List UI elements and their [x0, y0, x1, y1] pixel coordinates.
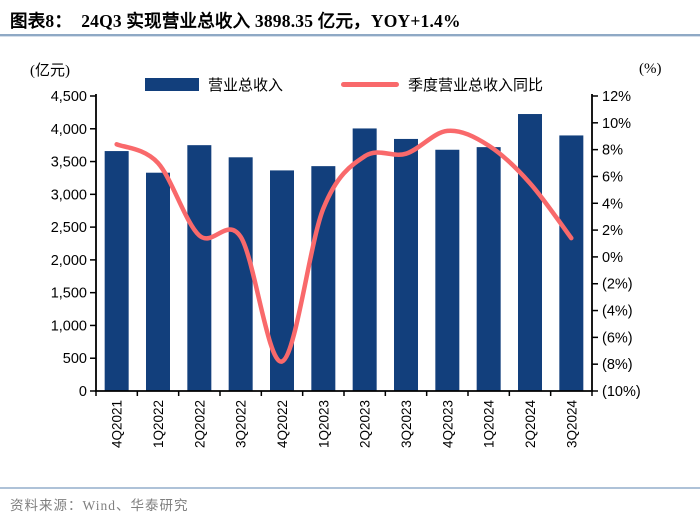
y-tick-label-right: 8% [602, 143, 623, 159]
x-tick-label: 3Q2023 [399, 400, 414, 448]
x-tick-label: 3Q2024 [564, 400, 579, 449]
bar-1Q2024 [476, 147, 501, 391]
x-tick-label: 4Q2023 [440, 400, 455, 448]
bar-1Q2023 [311, 166, 336, 391]
x-tick-label: 2Q2022 [192, 400, 207, 448]
y-tick-label-left: 2,500 [51, 220, 87, 236]
right-axis-unit: (%) [639, 61, 662, 77]
x-tick-label: 3Q2022 [234, 400, 249, 448]
x-tick-label: 1Q2022 [151, 400, 166, 448]
y-tick-label-right: (4%) [602, 304, 633, 320]
x-tick-label: 2Q2024 [523, 400, 538, 449]
y-tick-label-right: 10% [602, 116, 631, 132]
bar-4Q2021 [104, 151, 129, 391]
y-tick-label-right: 0% [602, 250, 623, 266]
legend-item-yoy: 季度营业总收入同比 [341, 74, 543, 95]
x-tick-label: 4Q2022 [275, 400, 290, 448]
y-tick-label-left: 3,000 [51, 187, 87, 203]
y-tick-label-left: 2,000 [51, 253, 87, 269]
legend-bar-swatch [144, 77, 199, 91]
title-divider [0, 34, 700, 37]
bar-2Q2024 [518, 114, 542, 392]
y-tick-label-left: 1,500 [51, 286, 87, 302]
legend-line-swatch [341, 81, 399, 87]
bar-1Q2022 [146, 172, 170, 391]
y-tick-label-left: 3,500 [51, 155, 87, 171]
bar-3Q2023 [394, 138, 418, 391]
y-tick-label-left: 500 [63, 351, 87, 367]
y-tick-label-left: 4,500 [51, 89, 87, 105]
chart-legend: 营业总收入 季度营业总收入同比 [96, 73, 592, 95]
bar-4Q2022 [270, 170, 294, 391]
figure-title: 图表8： 24Q3 实现营业总收入 3898.35 亿元，YOY+1.4% [10, 11, 461, 31]
source-note: 资料来源：Wind、华泰研究 [10, 498, 189, 513]
y-tick-label-left: 1,000 [51, 318, 87, 334]
x-tick-label: 2Q2023 [358, 400, 373, 448]
x-tick-label: 4Q2021 [110, 400, 125, 448]
bar-2Q2022 [187, 145, 212, 391]
y-tick-label-right: (6%) [602, 330, 633, 346]
x-tick-label: 1Q2023 [316, 400, 331, 448]
bar-4Q2023 [435, 149, 460, 391]
yoy-trend-line [114, 128, 574, 364]
y-tick-label-right: 12% [602, 89, 631, 105]
legend-bar-label: 营业总收入 [207, 77, 283, 94]
legend-item-revenue: 营业总收入 [144, 74, 283, 95]
bar-3Q2022 [228, 157, 253, 391]
footer-divider [0, 487, 700, 489]
legend-line-label: 季度营业总收入同比 [408, 77, 544, 94]
bar-2Q2023 [352, 128, 377, 391]
left-axis-unit: (亿元) [30, 63, 70, 79]
bar-3Q2024 [559, 135, 584, 391]
y-tick-label-right: (8%) [602, 357, 633, 373]
y-tick-label-right: 2% [602, 223, 623, 239]
y-tick-label-right: (2%) [602, 277, 633, 293]
y-tick-label-right: 4% [602, 196, 623, 212]
x-tick-label: 1Q2024 [482, 400, 497, 449]
y-tick-label-left: 0 [79, 384, 87, 400]
y-tick-label-right: 6% [602, 169, 623, 185]
y-tick-label-right: (10%) [602, 384, 641, 400]
y-tick-label-left: 4,000 [51, 122, 87, 138]
